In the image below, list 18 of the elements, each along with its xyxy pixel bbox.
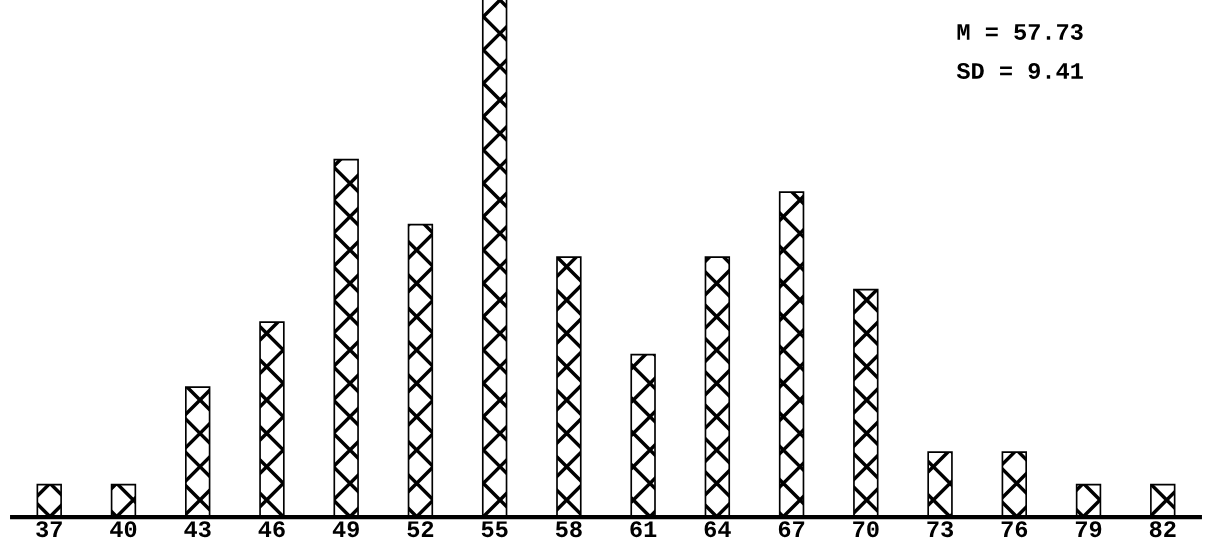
x-tick-label: 46: [258, 521, 285, 538]
x-tick-label: 55: [481, 521, 508, 538]
x-tick-label: 79: [1075, 521, 1102, 538]
x-tick-label: 76: [1001, 521, 1028, 538]
x-tick-label: 61: [630, 521, 657, 538]
annotation: SD = 9.41: [956, 62, 1083, 79]
x-tick-label: 64: [704, 521, 731, 538]
x-tick-label: 73: [927, 521, 954, 538]
annotation: M = 57.73: [957, 23, 1083, 40]
x-tick-label: 37: [36, 521, 62, 538]
x-tick-label: 40: [110, 521, 137, 538]
x-tick-label: 70: [853, 521, 879, 538]
x-tick-label: 43: [184, 521, 211, 538]
x-tick-label: 67: [778, 521, 805, 538]
x-tick-label: 52: [407, 521, 434, 538]
x-tick-label: 49: [332, 521, 359, 538]
x-tick-label: 82: [1149, 521, 1176, 538]
x-tick-label: 58: [555, 521, 582, 538]
